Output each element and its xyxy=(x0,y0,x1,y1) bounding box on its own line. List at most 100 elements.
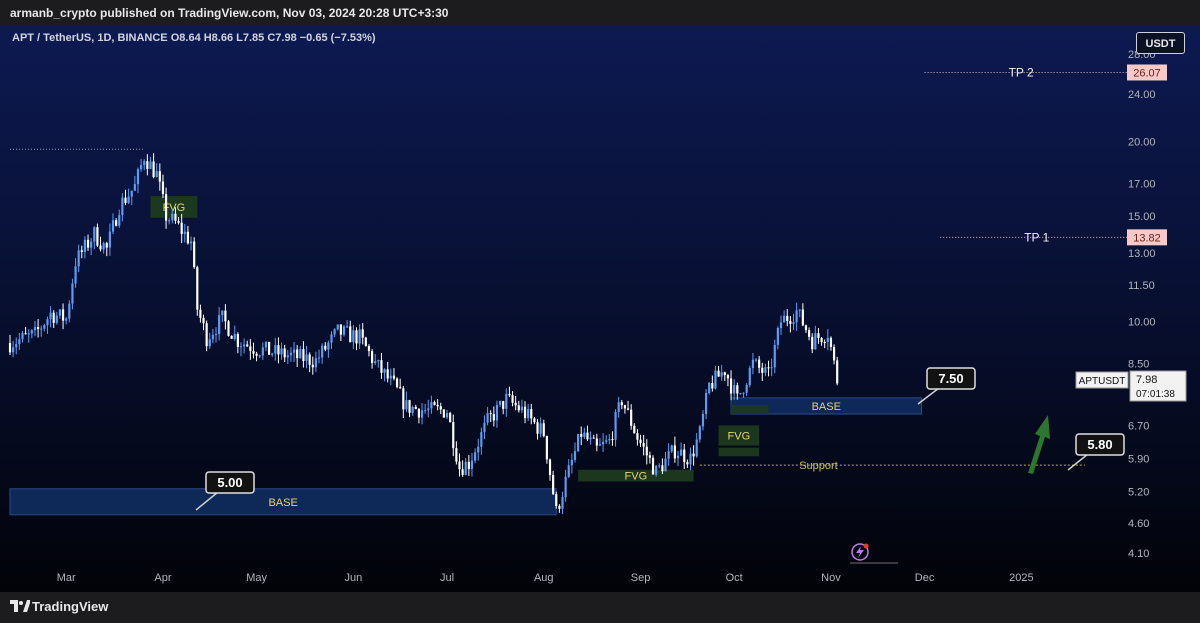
candle-body xyxy=(736,385,739,394)
callout-value: 5.80 xyxy=(1087,437,1112,452)
candle-body xyxy=(30,330,33,334)
fvg-zone-label: FVG xyxy=(163,202,186,214)
candle-body xyxy=(133,184,136,191)
candle-body xyxy=(436,404,439,407)
candle-body xyxy=(152,161,155,178)
callout-pointer xyxy=(917,387,940,405)
candle-body xyxy=(592,437,595,439)
candle-body xyxy=(811,336,814,350)
x-tick-label: Mar xyxy=(57,572,76,584)
notification-dot-icon xyxy=(863,543,869,549)
candle-body xyxy=(655,465,658,475)
candle-body xyxy=(127,196,130,203)
candle-body xyxy=(586,432,589,440)
candle-body xyxy=(299,349,302,359)
symbol-title: APT / TetherUS, 1D, BINANCE xyxy=(12,32,168,44)
candle-body xyxy=(99,245,102,250)
candle-body xyxy=(667,451,670,459)
candle-body xyxy=(701,413,705,427)
candle-body xyxy=(77,250,80,267)
candle-body xyxy=(40,328,43,330)
y-tick-label: 6.70 xyxy=(1128,420,1149,432)
candle-body xyxy=(227,321,230,336)
candle-body xyxy=(605,440,608,442)
candle-body xyxy=(402,388,405,410)
candle-body xyxy=(358,329,361,344)
candle-body xyxy=(795,310,798,323)
candle-body xyxy=(683,449,686,463)
candle-body xyxy=(427,408,430,411)
candle-body xyxy=(720,372,723,377)
footer-brand: TradingView xyxy=(32,599,109,614)
candle-body xyxy=(520,406,524,411)
fvg-zone xyxy=(731,404,769,415)
candle-body xyxy=(558,505,561,509)
candle-body xyxy=(548,459,552,475)
candle-body xyxy=(399,387,402,389)
candle-body xyxy=(52,312,55,323)
candle-body xyxy=(12,347,15,353)
candle-body xyxy=(420,410,424,418)
candle-body xyxy=(633,425,636,434)
candle-body xyxy=(211,334,214,340)
currency-button[interactable]: USDT xyxy=(1136,32,1185,54)
candle-body xyxy=(424,410,427,412)
candle-body xyxy=(327,342,330,350)
callout-box xyxy=(926,367,976,390)
candle-body xyxy=(18,339,21,345)
candle-body xyxy=(539,423,542,434)
y-tick-label: 17.00 xyxy=(1128,179,1156,191)
candle-body xyxy=(723,372,726,376)
candle-body xyxy=(542,423,545,437)
ohlc-values: O8.64 H8.66 L7.85 C7.98 −0.65 (−7.53%) xyxy=(170,32,376,44)
candle-body xyxy=(754,359,758,361)
candle-body xyxy=(277,345,280,355)
candle-body xyxy=(21,333,24,340)
candle-body xyxy=(430,402,433,409)
candle-body xyxy=(608,439,611,441)
candle-body xyxy=(761,367,764,373)
candle-body xyxy=(773,344,776,368)
candle-body xyxy=(739,393,742,395)
candle-body xyxy=(208,339,211,347)
candle-body xyxy=(74,266,77,284)
candle-body xyxy=(820,337,823,343)
candle-body xyxy=(514,402,517,406)
candle-body xyxy=(686,462,689,465)
candle-body xyxy=(776,328,779,345)
candle-body xyxy=(533,418,536,423)
candle-body xyxy=(645,446,648,456)
x-tick-label: Jul xyxy=(440,572,454,584)
candle-body xyxy=(239,346,243,348)
candle-body xyxy=(289,352,293,356)
candle-body xyxy=(140,165,143,170)
candle-body xyxy=(149,161,152,169)
x-tick-label: Aug xyxy=(534,572,554,584)
candle-body xyxy=(770,367,773,369)
candle-body xyxy=(470,460,474,469)
candle-body xyxy=(352,330,355,343)
chart-area[interactable]: BASE BASE FVG FVG FVG TP 2 26.07 TP 1 13.82 Supp… xyxy=(0,26,1200,592)
candle-body xyxy=(658,465,661,467)
candle-body xyxy=(377,360,380,362)
lightning-icon[interactable] xyxy=(851,543,869,561)
candle-body xyxy=(146,161,149,169)
candle-body xyxy=(832,346,836,361)
candle-body xyxy=(517,405,520,411)
last-price-tag xyxy=(1129,370,1187,402)
candle-body xyxy=(455,448,458,462)
candle-body xyxy=(689,453,692,465)
tp-price-tag xyxy=(1127,229,1167,246)
candle-body xyxy=(530,409,533,419)
candle-body xyxy=(729,378,733,394)
candle-body xyxy=(817,333,820,338)
candle-body xyxy=(511,395,514,403)
candle-body xyxy=(486,413,489,423)
y-tick-label: 20.00 xyxy=(1128,136,1156,148)
candle-body xyxy=(583,432,586,437)
up-arrow-icon xyxy=(1028,415,1050,474)
candle-body xyxy=(726,375,730,379)
candle-body xyxy=(464,461,467,475)
fvg-zone xyxy=(578,469,694,482)
candle-body xyxy=(764,367,767,373)
